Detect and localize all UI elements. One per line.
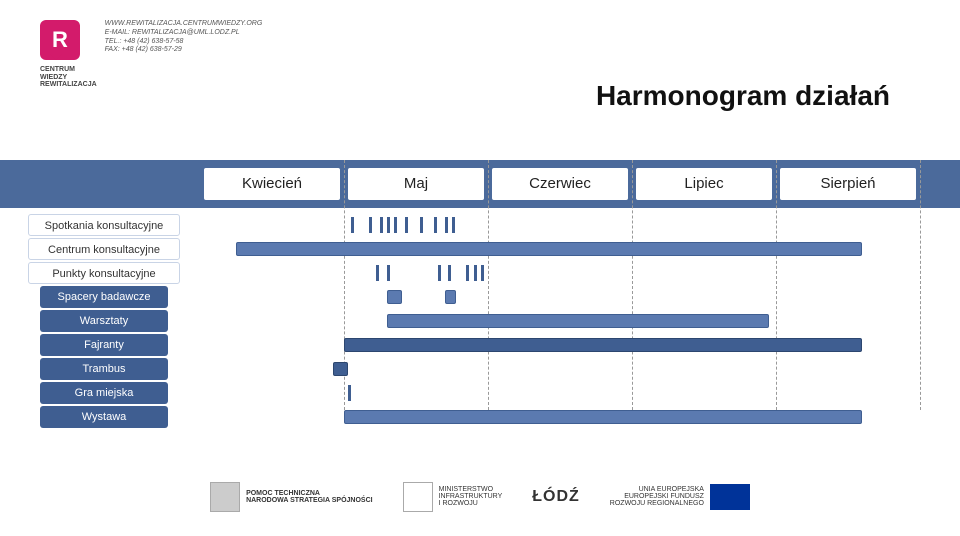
logo-sub-2: REWITALIZACJA (40, 81, 97, 89)
footer-pomoc-techniczna: POMOC TECHNICZNA NARODOWA STRATEGIA SPÓJ… (210, 477, 373, 517)
row-label: Spacery badawcze (40, 286, 168, 308)
event-tick (466, 265, 469, 281)
footer-ue: UNIA EUROPEJSKA EUROPEJSKI FUNDUSZ ROZWO… (610, 477, 750, 517)
logo-line-0: WWW.REWITALIZACJA.CENTRUMWIEDZY.ORG (105, 20, 263, 29)
month-divider (488, 160, 489, 410)
row-label: Gra miejska (40, 382, 168, 404)
event-tick (474, 265, 477, 281)
logo-r-icon: R (40, 20, 80, 60)
logo-subtext: CENTRUM WIEDZY REWITALIZACJA (40, 66, 97, 89)
gantt-bar (333, 362, 347, 376)
row-label: Spotkania konsultacyjne (28, 214, 180, 236)
event-tick (452, 217, 455, 233)
lodz-text: ŁÓDŹ (532, 488, 580, 506)
row-label: Punkty konsultacyjne (28, 262, 180, 284)
logo-sub-0: CENTRUM (40, 66, 97, 74)
logo-sub-1: WIEDZY (40, 74, 97, 82)
event-tick (445, 217, 448, 233)
month-header: Sierpień (780, 168, 916, 200)
header: R CENTRUM WIEDZY REWITALIZACJA WWW.REWIT… (40, 20, 920, 120)
event-tick (369, 217, 372, 233)
row-label: Wystawa (40, 406, 168, 428)
gantt-bar (236, 242, 862, 256)
month-header: Maj (348, 168, 484, 200)
event-tick (348, 385, 351, 401)
row-label: Warsztaty (40, 310, 168, 332)
footer-lodz: ŁÓDŹ (532, 477, 580, 517)
month-header: Lipiec (636, 168, 772, 200)
gantt-bar (344, 338, 862, 352)
gantt-bar (344, 410, 862, 424)
month-divider (920, 160, 921, 410)
event-tick (394, 217, 397, 233)
event-tick (438, 265, 441, 281)
logo-block: R CENTRUM WIEDZY REWITALIZACJA WWW.REWIT… (40, 20, 920, 89)
footer-ministerstwo: MINISTERSTWO INFRASTRUKTURY I ROZWOJU (403, 477, 503, 517)
event-tick (481, 265, 484, 281)
gantt-bar (387, 290, 401, 304)
pt-text: POMOC TECHNICZNA NARODOWA STRATEGIA SPÓJ… (246, 490, 373, 504)
pt-icon (210, 482, 240, 512)
page: R CENTRUM WIEDZY REWITALIZACJA WWW.REWIT… (0, 0, 960, 536)
footer: POMOC TECHNICZNA NARODOWA STRATEGIA SPÓJ… (0, 469, 960, 524)
gantt-bar (387, 314, 769, 328)
logo-line-2: TEL.: +48 (42) 638-57-58 (105, 38, 263, 47)
eu-flag-icon (710, 484, 750, 510)
min-icon (403, 482, 433, 512)
event-tick (448, 265, 451, 281)
page-title: Harmonogram działań (596, 80, 890, 112)
month-header: Czerwiec (492, 168, 628, 200)
month-divider (632, 160, 633, 410)
event-tick (376, 265, 379, 281)
event-tick (387, 217, 390, 233)
ue-text: UNIA EUROPEJSKA EUROPEJSKI FUNDUSZ ROZWO… (610, 486, 704, 507)
row-label: Trambus (40, 358, 168, 380)
event-tick (434, 217, 437, 233)
min-text: MINISTERSTWO INFRASTRUKTURY I ROZWOJU (439, 486, 503, 507)
event-tick (405, 217, 408, 233)
gantt-bar (445, 290, 456, 304)
month-header: Kwiecień (204, 168, 340, 200)
event-tick (351, 217, 354, 233)
event-tick (380, 217, 383, 233)
row-label: Fajranty (40, 334, 168, 356)
logo-line-1: E-MAIL: REWITALIZACJA@UML.LODZ.PL (105, 29, 263, 38)
event-tick (420, 217, 423, 233)
row-label: Centrum konsultacyjne (28, 238, 180, 260)
logo-letter: R (52, 27, 68, 53)
logo-line-3: FAX: +48 (42) 638-57-29 (105, 46, 263, 55)
month-divider (776, 160, 777, 410)
event-tick (387, 265, 390, 281)
logo-contact: WWW.REWITALIZACJA.CENTRUMWIEDZY.ORG E-MA… (105, 20, 263, 55)
